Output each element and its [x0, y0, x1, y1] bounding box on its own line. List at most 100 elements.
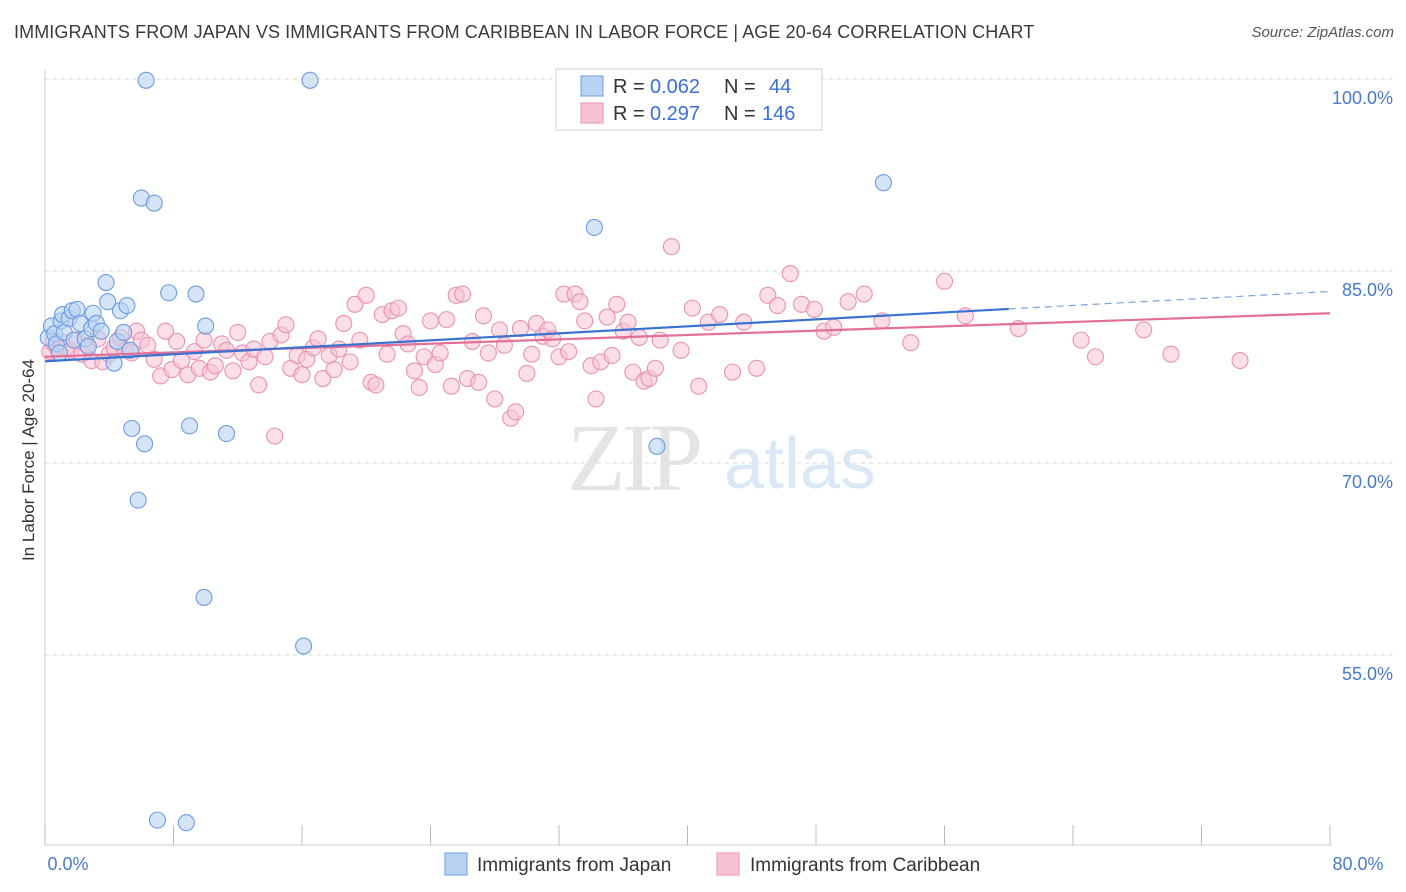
- y-tick-labels: 100.0% 85.0% 70.0% 55.0%: [1332, 88, 1393, 684]
- x-tick-label-min: 0.0%: [47, 854, 88, 874]
- caribbean-point: [341, 353, 359, 371]
- caribbean-point: [250, 376, 268, 394]
- caribbean-point: [662, 238, 680, 256]
- caribbean-point: [491, 321, 509, 339]
- caribbean-point: [587, 390, 605, 408]
- japan-point: [301, 71, 319, 89]
- caribbean-point: [576, 312, 594, 330]
- caribbean-point: [168, 332, 186, 350]
- japan-point: [137, 71, 155, 89]
- caribbean-point: [748, 359, 766, 377]
- caribbean-point: [357, 286, 375, 304]
- caribbean-point: [293, 366, 311, 384]
- japan-point: [97, 273, 115, 292]
- caribbean-point: [768, 297, 787, 315]
- watermark-atlas: atlas: [724, 424, 876, 504]
- series-legend-label-caribbean: Immigrants from Caribbean: [750, 855, 980, 876]
- caribbean-point: [651, 331, 669, 349]
- caribbean-point: [511, 320, 530, 338]
- caribbean-point: [683, 299, 701, 317]
- caribbean-point: [405, 362, 423, 380]
- japan-point: [187, 285, 205, 303]
- series-legend-swatch-japan: [444, 852, 468, 876]
- caribbean-point: [1135, 321, 1153, 339]
- caribbean-point: [608, 295, 626, 313]
- caribbean-point: [378, 345, 396, 363]
- japan-point: [874, 174, 893, 192]
- caribbean-point: [646, 359, 664, 377]
- caribbean-point: [723, 363, 742, 381]
- caribbean-point: [507, 403, 525, 421]
- caribbean-point: [805, 300, 823, 318]
- caribbean-point: [523, 345, 541, 363]
- japan-point: [195, 588, 213, 606]
- caribbean-point: [486, 390, 504, 408]
- caribbean-point: [229, 323, 247, 341]
- caribbean-point: [470, 373, 488, 391]
- japan-point: [648, 437, 666, 455]
- series-legend-swatch-caribbean: [716, 852, 740, 876]
- x-tick-label-max: 80.0%: [1332, 854, 1383, 874]
- caribbean-point: [314, 369, 332, 388]
- caribbean-point: [672, 341, 690, 359]
- japan-point: [99, 293, 117, 311]
- legend-r-value-japan: 0.062: [650, 76, 700, 98]
- caribbean-point: [454, 285, 472, 303]
- legend-r-label-japan: R =: [613, 76, 645, 98]
- legend-n-value-japan: 44: [769, 76, 791, 98]
- legend-n-label-caribbean: N =: [724, 103, 756, 125]
- legend-n-label-japan: N =: [724, 76, 756, 98]
- japan-point: [115, 323, 133, 341]
- caribbean-point: [479, 344, 497, 362]
- japan-point: [123, 419, 141, 437]
- japan-point: [145, 194, 163, 212]
- caribbean-point: [421, 312, 440, 330]
- caribbean-point: [598, 308, 616, 326]
- caribbean-point: [195, 331, 213, 349]
- y-axis-title: In Labor Force | Age 20-64: [19, 359, 38, 561]
- japan-point: [68, 300, 86, 318]
- japan-point: [118, 297, 136, 315]
- caribbean-point: [935, 272, 954, 290]
- caribbean-point: [619, 313, 637, 331]
- japan-point: [197, 317, 215, 335]
- source-credit: Source: ZipAtlas.com: [1251, 24, 1394, 41]
- japan-point: [160, 284, 178, 302]
- japan-point: [129, 491, 147, 509]
- caribbean-point: [690, 377, 708, 395]
- japan-point: [585, 218, 603, 237]
- caribbean-point: [571, 293, 589, 311]
- caribbean-point: [442, 377, 460, 395]
- japan-point: [79, 337, 97, 356]
- series-legend-label-japan: Immigrants from Japan: [477, 855, 671, 876]
- caribbean-point: [266, 427, 284, 445]
- japan-point: [217, 425, 236, 443]
- caribbean-point: [518, 364, 536, 382]
- caribbean-point: [438, 311, 456, 329]
- watermark-zip: ZIP: [567, 404, 700, 511]
- axes: [44, 70, 1332, 846]
- correlation-legend: R = 0.062 N = 44 R = 0.297 N = 146: [555, 68, 823, 131]
- chart-title: IMMIGRANTS FROM JAPAN VS IMMIGRANTS FROM…: [14, 22, 1035, 42]
- caribbean-point: [309, 330, 327, 348]
- caribbean-point: [1162, 345, 1180, 363]
- caribbean-point: [256, 348, 274, 366]
- caribbean-point: [367, 376, 385, 394]
- japan-point: [92, 322, 110, 340]
- watermark: ZIP atlas: [567, 404, 876, 511]
- caribbean-point: [330, 340, 348, 358]
- caribbean-point: [560, 343, 578, 361]
- caribbean-point: [474, 307, 493, 325]
- caribbean-point: [389, 299, 407, 317]
- y-tick-label: 55.0%: [1342, 664, 1393, 684]
- caribbean-point: [855, 285, 873, 303]
- caribbean-point: [495, 336, 513, 354]
- caribbean-point: [335, 314, 353, 333]
- japan-points: [39, 71, 893, 832]
- caribbean-point: [431, 344, 449, 362]
- japan-point: [148, 811, 166, 829]
- caribbean-point: [325, 361, 343, 379]
- caribbean-point: [781, 265, 799, 283]
- y-tick-label: 85.0%: [1342, 280, 1393, 300]
